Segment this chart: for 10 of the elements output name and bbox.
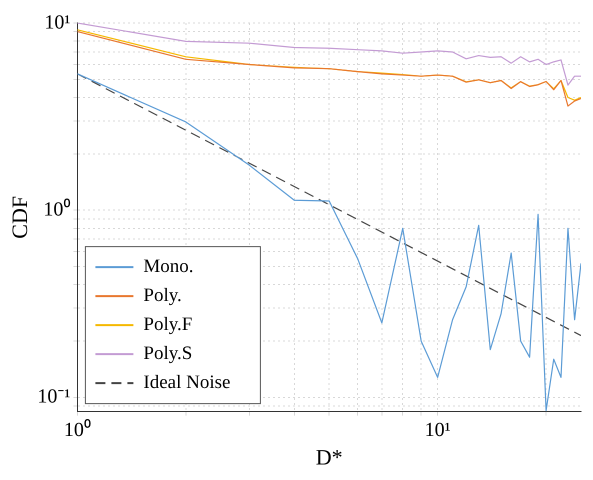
- legend-label: Poly.F: [143, 314, 192, 336]
- legend-label: Poly.: [143, 285, 182, 306]
- x-axis-title: D*: [316, 444, 343, 470]
- legend-label: Poly.S: [143, 343, 192, 364]
- y-tick-label: 10⁻¹: [37, 386, 70, 408]
- legend-label: Ideal Noise: [143, 372, 230, 394]
- y-tick-label: 10¹: [44, 11, 70, 34]
- y-tick-label: 10⁰: [43, 197, 70, 220]
- legend-label: Mono.: [143, 256, 194, 278]
- y-axis-title: CDF: [6, 196, 32, 239]
